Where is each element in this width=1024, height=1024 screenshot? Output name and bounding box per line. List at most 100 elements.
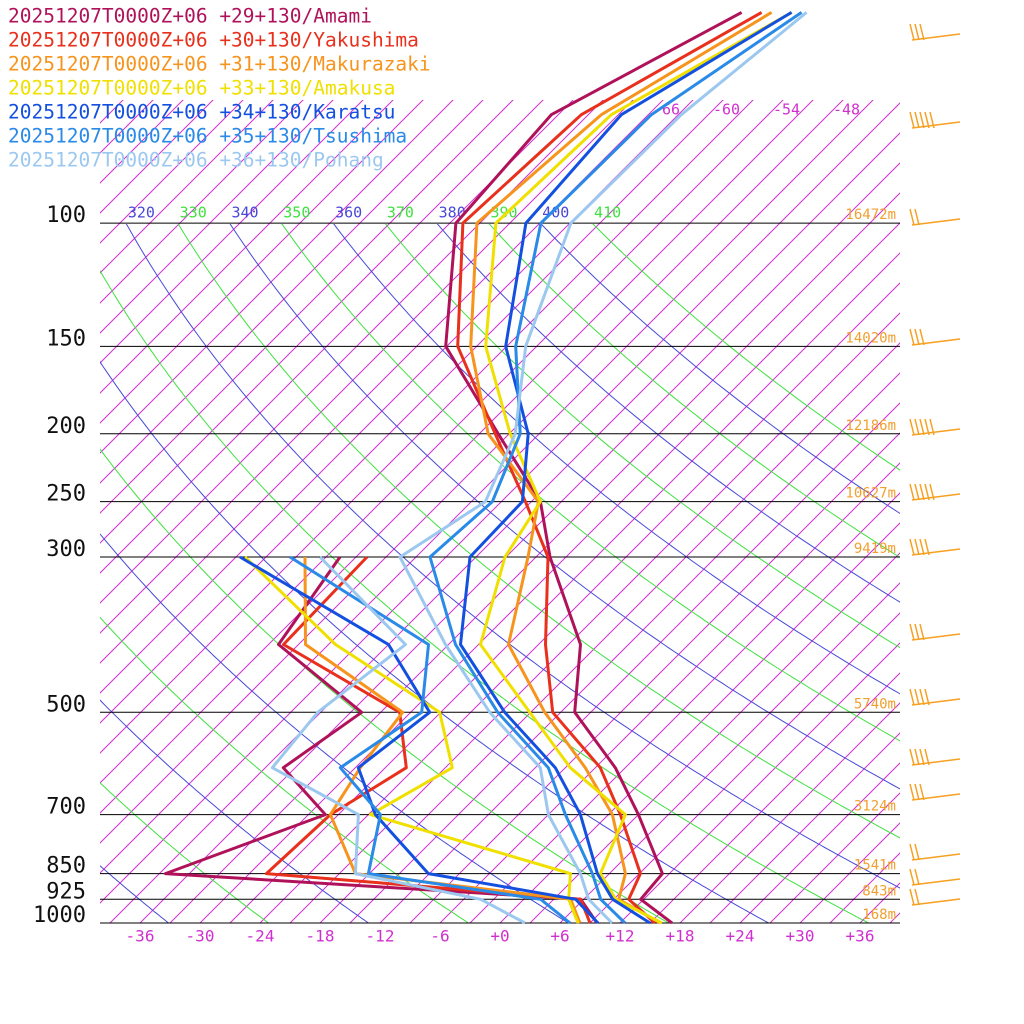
- y-tick-label: 150: [46, 326, 86, 351]
- wind-barb: [909, 748, 961, 766]
- wind-barb: [909, 208, 961, 226]
- x-tick-label: -18: [306, 927, 335, 946]
- isotherm: [100, 100, 754, 754]
- barb-staff: [911, 548, 961, 556]
- profiles: [163, 11, 808, 925]
- dry-adiabat: [488, 224, 900, 558]
- isotherm-label: -48: [833, 101, 860, 119]
- y-tick-label: 250: [46, 482, 86, 507]
- x-tick-label: -30: [186, 927, 215, 946]
- isotherm: [289, 312, 900, 923]
- dry-adiabat: [281, 224, 900, 742]
- dewpoint-line: [289, 555, 571, 925]
- isotherm: [859, 882, 900, 923]
- barb-feather: [914, 783, 920, 801]
- legend-entry: 20251207T0000Z+06 +35+130/Tsushima: [8, 125, 407, 148]
- legend-entry: 20251207T0000Z+06 +33+130/Amakusa: [8, 77, 395, 100]
- barb-feather: [929, 111, 935, 129]
- temperature-line: [456, 11, 763, 925]
- barb-feather: [914, 23, 920, 41]
- barb-feather: [914, 328, 920, 346]
- isotherm: [259, 282, 900, 923]
- barb-feather: [919, 688, 925, 706]
- barb-feather: [914, 843, 920, 861]
- barb-feather: [919, 111, 925, 129]
- legend-entry: 20251207T0000Z+06 +31+130/Makurazaki: [8, 53, 431, 76]
- dry-adiabat: [333, 224, 900, 695]
- barb-feather: [919, 328, 925, 346]
- isotherm: [100, 102, 900, 904]
- isotherm: [100, 100, 394, 394]
- wind-barb: [909, 688, 961, 706]
- isotherm: [100, 100, 604, 604]
- isotherm: [100, 100, 514, 514]
- isotherm: [649, 672, 900, 923]
- y-tick-label: 850: [46, 854, 86, 879]
- legend-entry: 20251207T0000Z+06 +34+130/Karatsu: [8, 101, 395, 124]
- isotherm: [100, 100, 184, 184]
- barb-feather: [919, 538, 925, 556]
- barb-staff: [911, 758, 961, 766]
- height-label: 168m: [862, 907, 896, 923]
- isotherm: [409, 432, 900, 923]
- isotherm: [739, 762, 900, 923]
- theta-label: 330: [180, 204, 207, 222]
- isotherm: [499, 522, 900, 923]
- y-tick-label: 1000: [33, 903, 86, 928]
- isotherm-label: -66: [653, 101, 680, 119]
- barb-staff: [911, 898, 961, 906]
- barb-staff: [911, 33, 961, 41]
- y-tick-label: 500: [46, 692, 86, 717]
- height-label: 12186m: [845, 418, 896, 434]
- barb-feather: [929, 418, 935, 436]
- isotherm: [100, 100, 724, 724]
- isotherm-label: -60: [713, 101, 740, 119]
- theta-label: 340: [231, 204, 258, 222]
- x-tick-label: +12: [606, 927, 635, 946]
- barb-feather: [909, 868, 915, 886]
- isotherm: [469, 492, 900, 923]
- isotherm-label: -54: [773, 101, 800, 119]
- temperature-line: [444, 11, 743, 925]
- isotherm: [100, 100, 274, 274]
- height-label: 14020m: [845, 330, 896, 346]
- isotherm: [799, 822, 900, 923]
- barb-feather: [909, 538, 915, 556]
- isotherm: [559, 582, 900, 923]
- y-tick-label: 100: [46, 203, 86, 228]
- barb-feather: [919, 783, 925, 801]
- barb-staff: [911, 338, 961, 346]
- x-tick-label: +24: [726, 927, 755, 946]
- barb-feather: [914, 111, 920, 129]
- barb-staff: [911, 493, 961, 501]
- height-label: 16472m: [845, 207, 896, 223]
- theta-label: 350: [283, 204, 310, 222]
- isotherm: [769, 792, 900, 923]
- isotherm: [169, 192, 900, 923]
- isotherm: [100, 100, 484, 484]
- dewpoint-line: [239, 555, 600, 925]
- dry-adiabats: [100, 224, 900, 923]
- isotherm: [529, 552, 900, 923]
- isotherm: [100, 100, 244, 244]
- barb-feather: [914, 888, 920, 906]
- barb-feather: [914, 538, 920, 556]
- wind-barb: [909, 623, 961, 641]
- legend-entry: 20251207T0000Z+06 +29+130/Amami: [8, 5, 372, 28]
- barb-staff: [911, 853, 961, 861]
- barb-feather: [909, 688, 915, 706]
- barb-feather: [909, 418, 915, 436]
- theta-label: 320: [128, 204, 155, 222]
- isotherm: [619, 642, 900, 923]
- height-label: 1541m: [854, 858, 896, 874]
- isotherm: [229, 252, 900, 923]
- isotherm: [679, 702, 900, 923]
- x-tick-label: -6: [430, 927, 449, 946]
- wind-barb: [909, 888, 961, 906]
- barb-staff: [911, 121, 961, 129]
- dewpoint-line: [303, 556, 582, 924]
- temperature-line: [469, 11, 773, 925]
- height-label: 5740m: [854, 696, 896, 712]
- barb-feather: [919, 418, 925, 436]
